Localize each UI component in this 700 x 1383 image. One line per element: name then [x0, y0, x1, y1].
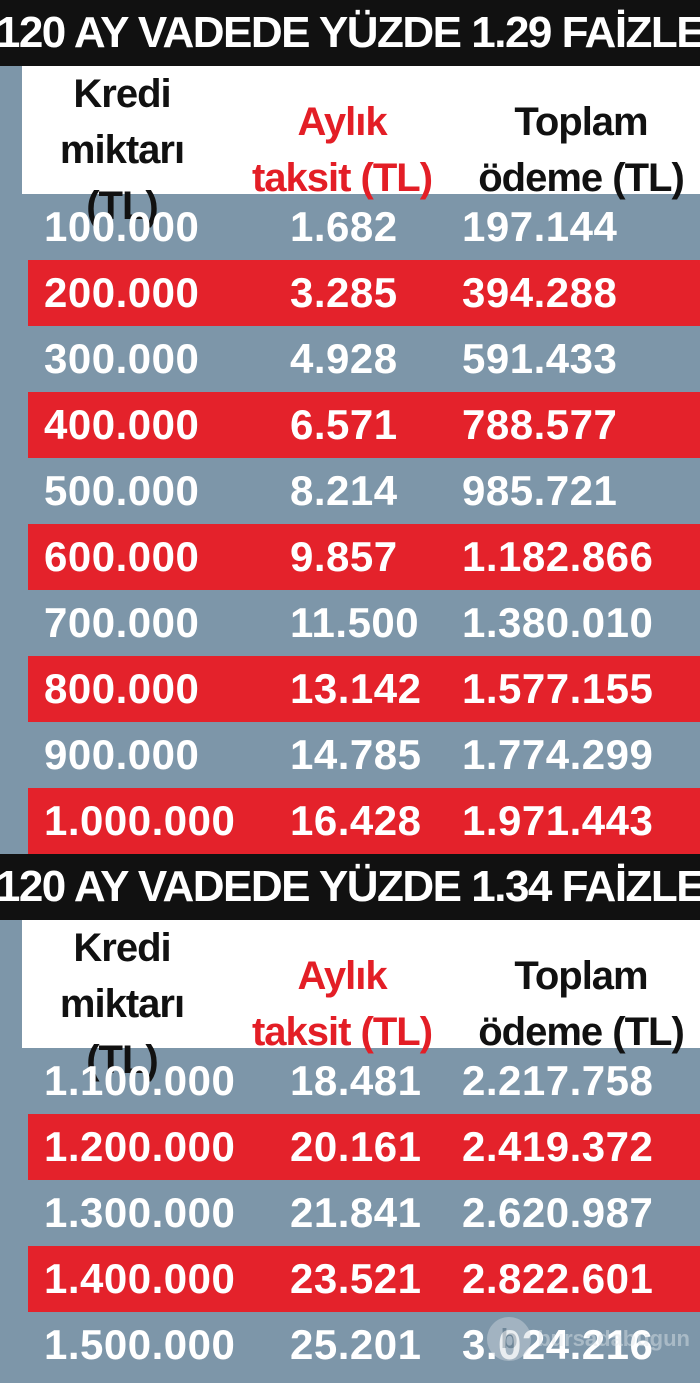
table-row: 200.000 3.285 394.288	[28, 260, 700, 326]
cell-monthly-installment: 11.500	[290, 599, 420, 646]
section-title: 120 AY VADEDE YÜZDE 1.29 FAİZLE	[0, 0, 700, 66]
cell-monthly-installment: 23.521	[290, 1255, 422, 1302]
cell-monthly-installment: 3.285	[290, 269, 398, 316]
cell-loan-amount: 1.000.000	[44, 797, 236, 844]
cell-monthly-installment: 8.214	[290, 467, 398, 514]
cell-loan-amount: 300.000	[44, 335, 200, 382]
header-monthly-installment: Aylık taksit (TL)	[251, 100, 433, 200]
header-total-payment: Toplam ödeme (TL)	[478, 100, 685, 200]
table-row: 400.000 6.571 788.577	[28, 392, 700, 458]
table-row: 700.000 11.500 1.380.010	[0, 590, 700, 656]
cell-total-payment: 197.144	[462, 203, 618, 250]
cell-total-payment: 394.288	[462, 269, 618, 316]
cell-monthly-installment: 4.928	[290, 335, 398, 382]
cell-total-payment: 985.721	[462, 467, 618, 514]
cell-loan-amount: 700.000	[44, 599, 200, 646]
cell-monthly-installment: 9.857	[290, 533, 398, 580]
cell-monthly-installment: 25.201	[290, 1321, 422, 1368]
cell-loan-amount: 100.000	[44, 203, 200, 250]
table-header: Kredi miktarı (TL) Aylık taksit (TL) Topla…	[22, 66, 700, 228]
cell-monthly-installment: 18.481	[290, 1057, 422, 1104]
cell-monthly-installment: 14.785	[290, 731, 422, 778]
table-row: 900.000 14.785 1.774.299	[0, 722, 700, 788]
table-row: 300.000 4.928 591.433	[0, 326, 700, 392]
cell-loan-amount: 200.000	[44, 269, 200, 316]
table-row: 600.000 9.857 1.182.866	[28, 524, 700, 590]
watermark-logo-icon: b	[487, 1317, 532, 1361]
table-body: 1.100.000 18.481 2.217.758 1.200.000 20.161 2…	[0, 1048, 700, 1378]
cell-total-payment: 1.774.299	[462, 731, 654, 778]
table-row: 100.000 1.682 197.144	[0, 194, 700, 260]
cell-total-payment: 3.024.216	[462, 1321, 654, 1368]
cell-monthly-installment: 21.841	[290, 1189, 422, 1236]
cell-total-payment: 2.620.987	[462, 1189, 654, 1236]
cell-total-payment: 1.380.010	[462, 599, 654, 646]
cell-monthly-installment: 1.682	[290, 203, 398, 250]
section-title: 120 AY VADEDE YÜZDE 1.34 FAİZLE	[0, 854, 700, 920]
watermark: b bursadabugun	[487, 1317, 690, 1361]
cell-total-payment: 1.971.443	[462, 797, 654, 844]
loan-table-section: 120 AY VADEDE YÜZDE 1.34 FAİZLE Kredi mik…	[0, 854, 700, 1378]
cell-loan-amount: 1.200.000	[44, 1123, 236, 1170]
cell-monthly-installment: 20.161	[290, 1123, 422, 1170]
table-header: Kredi miktarı (TL) Aylık taksit (TL) Topla…	[22, 920, 700, 1082]
header-loan-amount: Kredi miktarı (TL)	[59, 72, 185, 228]
table-row: 500.000 8.214 985.721	[0, 458, 700, 524]
table-body: 100.000 1.682 197.144 200.000 3.285 394.288 30…	[0, 194, 700, 854]
table-row: 1.200.000 20.161 2.419.372	[28, 1114, 700, 1180]
cell-total-payment: 2.217.758	[462, 1057, 654, 1104]
cell-loan-amount: 1.400.000	[44, 1255, 236, 1302]
cell-loan-amount: 1.300.000	[44, 1189, 236, 1236]
table-row: 1.000.000 16.428 1.971.443	[28, 788, 700, 854]
table-row: 1.100.000 18.481 2.217.758	[0, 1048, 700, 1114]
loan-table-section: 120 AY VADEDE YÜZDE 1.29 FAİZLE Kredi mik…	[0, 0, 700, 854]
cell-monthly-installment: 13.142	[290, 665, 422, 712]
cell-loan-amount: 1.100.000	[44, 1057, 236, 1104]
cell-total-payment: 788.577	[462, 401, 618, 448]
cell-loan-amount: 900.000	[44, 731, 200, 778]
table-row: 800.000 13.142 1.577.155	[28, 656, 700, 722]
table-row: 1.400.000 23.521 2.822.601	[28, 1246, 700, 1312]
cell-loan-amount: 500.000	[44, 467, 200, 514]
cell-loan-amount: 1.500.000	[44, 1321, 236, 1368]
cell-total-payment: 2.419.372	[462, 1123, 654, 1170]
cell-loan-amount: 600.000	[44, 533, 200, 580]
header-loan-amount: Kredi miktarı (TL)	[59, 926, 185, 1082]
table-row: 1.500.000 25.201 3.024.216	[0, 1312, 700, 1378]
watermark-text: bursadabugun	[537, 1326, 690, 1351]
cell-total-payment: 2.822.601	[462, 1255, 654, 1302]
cell-total-payment: 1.577.155	[462, 665, 654, 712]
cell-total-payment: 591.433	[462, 335, 618, 382]
header-monthly-installment: Aylık taksit (TL)	[251, 954, 433, 1054]
cell-loan-amount: 800.000	[44, 665, 200, 712]
header-total-payment: Toplam ödeme (TL)	[478, 954, 685, 1054]
cell-total-payment: 1.182.866	[462, 533, 654, 580]
cell-monthly-installment: 16.428	[290, 797, 422, 844]
table-row: 1.300.000 21.841 2.620.987	[0, 1180, 700, 1246]
cell-loan-amount: 400.000	[44, 401, 200, 448]
cell-monthly-installment: 6.571	[290, 401, 398, 448]
